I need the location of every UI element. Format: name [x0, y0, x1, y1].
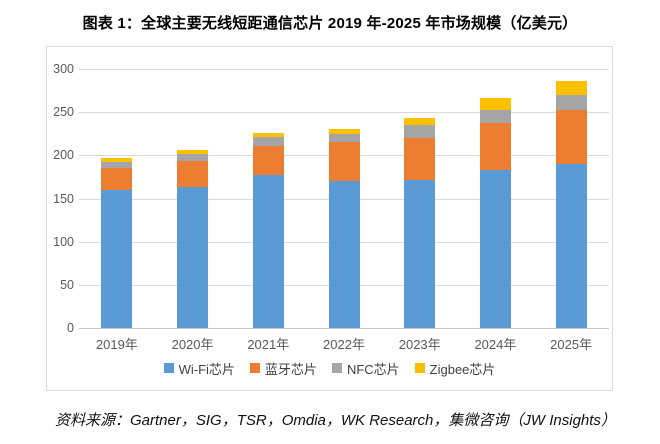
legend-marker-wifi-icon: [163, 363, 174, 373]
source-note: 资料来源：Gartner，SIG，TSR，Omdia，WK Research，集…: [55, 412, 616, 429]
x-axis-line: [79, 328, 609, 329]
bar-segment-nfc: [555, 94, 587, 110]
legend-label: Zigbee芯片: [429, 361, 496, 377]
gridline: [79, 69, 609, 70]
bar-segment-nfc: [404, 125, 436, 139]
bar-segment-bluetooth: [479, 122, 511, 170]
legend-label: 蓝牙芯片: [264, 361, 317, 377]
bar-segment-zigbee: [555, 81, 587, 95]
bar-segment-zigbee: [404, 118, 436, 126]
bar-segment-wifi: [555, 163, 587, 328]
x-axis-category-label: 2022年: [323, 337, 365, 352]
x-axis-category-label: 2020年: [171, 337, 214, 352]
chart-panel: 0 50 100 150 200 250 300 2019年 2020年 2021年 2022年 20…: [46, 46, 613, 391]
legend-marker-nfc-icon: [331, 363, 342, 373]
bar-segment-wifi: [479, 170, 511, 328]
x-axis-category-label: 2019年: [95, 337, 138, 352]
bar-segment-nfc: [177, 153, 209, 162]
bar-segment-wifi: [252, 175, 284, 328]
bar-segment-wifi: [328, 181, 360, 328]
page-title: 图表 1：全球主要无线短距通信芯片 2019 年-2025 年市场规模（亿美元）: [82, 15, 578, 32]
x-axis-category-label: 2023年: [398, 337, 441, 352]
legend-item-bluetooth: 蓝牙芯片: [249, 359, 317, 378]
legend-item-zigbee: Zigbee芯片: [414, 359, 496, 378]
y-axis-tick-label: 100: [53, 234, 74, 249]
y-axis-tick-label: 0: [67, 321, 74, 335]
gridline: [79, 112, 609, 114]
legend-marker-zigbee-icon: [414, 363, 425, 373]
y-axis-tick-label: 300: [53, 62, 74, 76]
y-axis-tick-label: 200: [53, 148, 74, 163]
bar-segment-zigbee: [101, 157, 133, 163]
bar-segment-zigbee: [252, 132, 284, 138]
bar-segment-nfc: [328, 133, 360, 143]
x-axis-category-label: 2025年: [550, 337, 593, 352]
bar-segment-nfc: [252, 137, 284, 146]
bar-segment-bluetooth: [328, 142, 360, 182]
y-axis-tick-label: 150: [53, 191, 74, 206]
x-axis-category-label: 2024年: [474, 337, 517, 352]
bar-segment-zigbee: [177, 150, 209, 154]
bar-segment-bluetooth: [555, 109, 587, 164]
bar-segment-wifi: [101, 189, 133, 328]
bar-segment-bluetooth: [404, 138, 436, 180]
legend-label: Wi-Fi芯片: [178, 361, 235, 377]
x-axis-category-label: 2021年: [247, 337, 290, 352]
y-axis-tick-label: 50: [60, 277, 74, 292]
legend-label: NFC芯片: [346, 361, 400, 377]
bar-segment-nfc: [101, 162, 133, 169]
y-axis-tick-label: 250: [53, 105, 74, 120]
legend-marker-bluetooth-icon: [249, 363, 260, 373]
bar-segment-bluetooth: [252, 145, 284, 176]
bar-segment-nfc: [479, 109, 511, 123]
bar-segment-zigbee: [479, 98, 511, 110]
bar-segment-bluetooth: [101, 168, 133, 190]
chart-legend: Wi-Fi芯片 蓝牙芯片 NFC芯片 Zigbee芯片: [47, 359, 612, 377]
bar-segment-zigbee: [328, 128, 360, 134]
bar-segment-bluetooth: [177, 161, 209, 188]
bar-segment-wifi: [177, 187, 209, 328]
legend-item-nfc: NFC芯片: [331, 359, 400, 378]
bar-segment-wifi: [404, 179, 436, 328]
legend-item-wifi: Wi-Fi芯片: [163, 359, 235, 378]
